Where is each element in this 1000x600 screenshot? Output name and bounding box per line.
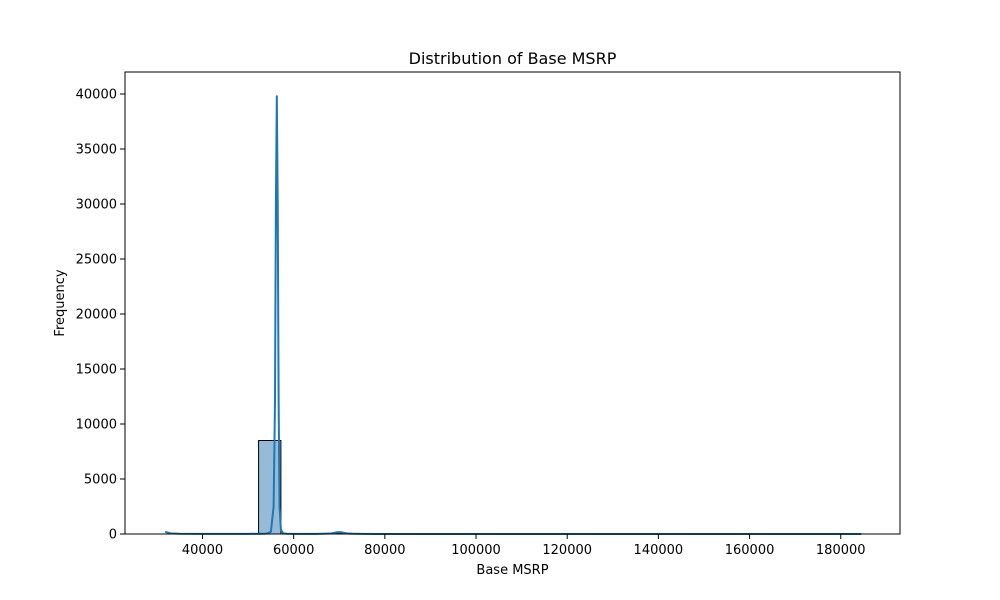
y-axis-label: Frequency [53, 269, 68, 336]
y-tick-label: 10000 [76, 418, 117, 433]
x-tick-label: 180000 [816, 543, 866, 558]
y-tick-label: 25000 [76, 253, 117, 268]
plot-frame [124, 71, 901, 535]
x-tick-label: 40000 [182, 543, 223, 558]
chart-title: Distribution of Base MSRP [409, 49, 617, 68]
x-tick-label: 140000 [634, 543, 684, 558]
y-tick-label: 0 [109, 528, 117, 543]
x-tick-label: 120000 [542, 543, 592, 558]
x-tick-label: 60000 [273, 543, 314, 558]
y-tick-label: 35000 [76, 143, 117, 158]
y-tick-label: 15000 [76, 363, 117, 378]
y-tick-label: 40000 [76, 88, 117, 103]
y-axis: 0 5000 10000 15000 20000 25000 30000 35000 40000 [76, 88, 125, 543]
histogram-bar-0 [258, 440, 282, 535]
x-tick-label: 160000 [725, 543, 775, 558]
x-tick-label: 100000 [451, 543, 501, 558]
y-tick-label: 5000 [84, 473, 117, 488]
y-tick-label: 20000 [76, 308, 117, 323]
x-tick-label: 80000 [364, 543, 405, 558]
x-axis: 40000 60000 80000 100000 120000 140000 160000 1… [182, 534, 866, 558]
y-tick-label: 30000 [76, 198, 117, 213]
x-axis-label: Base MSRP [476, 563, 548, 578]
